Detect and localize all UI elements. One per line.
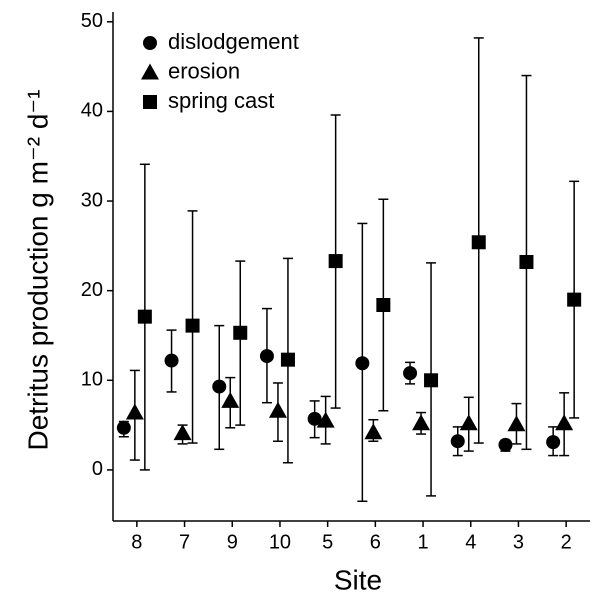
point [498, 437, 513, 452]
point [567, 292, 582, 307]
y-tick-label: 50 [81, 10, 103, 32]
point [328, 254, 343, 269]
point [307, 411, 322, 426]
legend-label: erosion [168, 58, 240, 83]
point [459, 414, 478, 431]
y-tick-label: 30 [81, 189, 103, 211]
point [424, 373, 439, 388]
x-tick-label: 4 [465, 531, 476, 553]
x-tick-label: 10 [269, 531, 291, 553]
point [280, 352, 295, 367]
point [412, 414, 431, 431]
y-tick-label: 40 [81, 100, 103, 122]
point [546, 435, 561, 450]
legend-label: dislodgement [168, 29, 299, 54]
y-tick-label: 10 [81, 369, 103, 391]
x-tick-label: 1 [417, 531, 428, 553]
point [116, 420, 131, 435]
legend-marker [143, 95, 157, 109]
y-tick-label: 20 [81, 279, 103, 301]
y-axis-label: Detritus production g m⁻² d⁻¹ [22, 89, 53, 450]
point [137, 309, 152, 324]
point [519, 254, 534, 269]
point [555, 414, 574, 431]
point [364, 423, 383, 440]
point [125, 403, 144, 420]
point [403, 366, 418, 381]
point [376, 298, 391, 313]
point [507, 415, 526, 432]
point [355, 356, 370, 371]
legend-marker [143, 36, 157, 50]
point [268, 401, 287, 418]
error-bar [235, 260, 246, 426]
x-tick-label: 7 [179, 531, 190, 553]
point [173, 424, 192, 441]
point [316, 411, 335, 428]
point [233, 325, 248, 340]
x-tick-label: 2 [561, 531, 572, 553]
x-tick-label: 3 [513, 531, 524, 553]
x-tick-label: 5 [322, 531, 333, 553]
point [259, 349, 274, 364]
legend-marker [141, 63, 159, 80]
y-tick-label: 0 [92, 458, 103, 480]
x-tick-label: 9 [227, 531, 238, 553]
x-tick-label: 8 [131, 531, 142, 553]
point [450, 434, 465, 449]
point [212, 379, 227, 394]
legend-label: spring cast [168, 88, 274, 113]
point [185, 318, 200, 333]
point [221, 391, 240, 408]
point [164, 353, 179, 368]
x-tick-label: 6 [370, 531, 381, 553]
x-axis-label: Site [334, 564, 382, 595]
point [471, 235, 486, 250]
